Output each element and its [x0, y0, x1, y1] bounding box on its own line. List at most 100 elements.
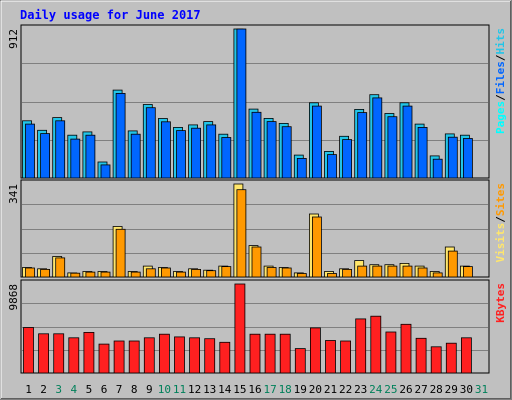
day-label-13: 13	[203, 383, 216, 396]
day-label-30: 30	[460, 383, 473, 396]
bar-kbytes-day-21	[325, 340, 336, 374]
bar-kbytes-day-1	[23, 327, 34, 374]
day-label-2: 2	[40, 383, 47, 396]
bar-sites-day-16	[251, 246, 262, 278]
day-label-8: 8	[131, 383, 138, 396]
bar-sites-day-18	[281, 267, 292, 278]
bar-files-day-6	[100, 164, 111, 179]
bar-kbytes-day-11	[174, 336, 185, 374]
legend-kbytes: KBytes	[494, 283, 507, 323]
bar-files-day-19	[296, 157, 307, 179]
panel-kbytes-max-label: 9868	[7, 284, 20, 311]
bar-sites-day-17	[266, 267, 277, 278]
chart-title: Daily usage for June 2017	[20, 8, 201, 22]
day-label-29: 29	[445, 383, 458, 396]
bar-files-day-2	[40, 133, 50, 179]
bar-files-day-4	[70, 138, 81, 179]
day-label-28: 28	[430, 383, 443, 396]
panel-pages_files_hits-max-label: 912	[7, 29, 20, 49]
day-label-20: 20	[309, 383, 322, 396]
bar-sites-day-10	[160, 267, 171, 278]
bar-files-day-22	[342, 139, 353, 179]
bar-kbytes-day-3	[53, 333, 65, 374]
bar-kbytes-day-9	[143, 337, 155, 374]
panel-pages_files_hits-legend: Pages/Files/Hits	[494, 28, 507, 134]
legend-separator: /	[494, 94, 507, 101]
bar-kbytes-day-24	[370, 315, 382, 374]
day-label-22: 22	[339, 383, 352, 396]
bar-files-day-5	[85, 134, 96, 179]
bar-kbytes-day-6	[98, 343, 110, 374]
bar-files-day-13	[206, 124, 217, 179]
bar-kbytes-day-28	[430, 346, 442, 374]
bar-sites-day-9	[145, 268, 156, 278]
bar-files-day-27	[417, 127, 428, 179]
day-label-24: 24	[369, 383, 383, 396]
bar-kbytes-day-8	[128, 340, 140, 374]
day-label-5: 5	[86, 383, 93, 396]
bar-sites-day-7	[115, 228, 126, 278]
day-label-3: 3	[55, 383, 62, 396]
day-label-7: 7	[116, 383, 123, 396]
day-label-4: 4	[70, 383, 77, 396]
bar-kbytes-day-12	[189, 337, 201, 374]
bar-kbytes-day-13	[204, 338, 216, 374]
bar-kbytes-day-29	[445, 342, 457, 374]
bar-kbytes-day-19	[294, 348, 306, 374]
bar-kbytes-day-22	[340, 340, 352, 374]
bar-kbytes-day-7	[113, 340, 125, 374]
bar-kbytes-day-20	[309, 327, 321, 374]
bar-files-day-28	[432, 158, 443, 179]
day-label-27: 27	[414, 383, 427, 396]
bar-files-day-20	[311, 105, 322, 179]
bar-sites-day-23	[357, 265, 368, 278]
panel-visits_sites-max-label: 341	[7, 184, 20, 204]
bar-sites-day-2	[40, 268, 50, 278]
bar-sites-day-6	[100, 271, 111, 278]
bar-sites-day-15	[236, 189, 247, 278]
bar-files-day-29	[447, 136, 458, 179]
bar-kbytes-day-26	[400, 323, 412, 374]
day-label-10: 10	[158, 383, 171, 396]
bar-files-day-8	[130, 133, 141, 179]
bar-kbytes-day-5	[83, 331, 95, 374]
bar-files-day-15	[236, 28, 247, 179]
bar-sites-day-21	[327, 273, 337, 278]
bar-kbytes-day-16	[249, 333, 261, 374]
bar-kbytes-day-30	[460, 337, 472, 374]
day-label-31: 31	[475, 383, 488, 396]
day-label-14: 14	[218, 383, 232, 396]
bar-sites-day-30	[462, 266, 473, 278]
bar-files-day-26	[402, 105, 413, 179]
bar-sites-day-25	[387, 265, 398, 278]
bar-kbytes-day-2	[38, 333, 49, 374]
day-label-12: 12	[188, 383, 201, 396]
bar-kbytes-day-18	[279, 333, 291, 374]
bar-kbytes-day-15	[234, 283, 246, 374]
bar-sites-day-11	[176, 271, 186, 278]
legend-pages: Pages	[494, 101, 507, 134]
bar-kbytes-day-10	[158, 333, 170, 374]
bar-files-day-1	[25, 123, 35, 179]
day-label-1: 1	[25, 383, 32, 396]
bar-files-day-30	[462, 138, 473, 179]
legend-sites: Sites	[494, 183, 507, 216]
bar-sites-day-12	[191, 268, 202, 278]
day-label-15: 15	[233, 383, 246, 396]
day-label-18: 18	[279, 383, 292, 396]
bar-files-day-16	[251, 111, 262, 179]
bar-files-day-21	[327, 154, 337, 179]
bar-files-day-7	[115, 93, 126, 179]
day-label-17: 17	[263, 383, 276, 396]
day-label-23: 23	[354, 383, 367, 396]
bar-sites-day-8	[130, 271, 141, 278]
bar-sites-day-27	[417, 267, 428, 278]
panel-visits_sites-legend: Visits/Sites	[494, 183, 507, 263]
day-label-26: 26	[399, 383, 412, 396]
bar-files-day-23	[357, 112, 368, 179]
legend-separator: /	[494, 54, 507, 61]
bar-files-day-17	[266, 121, 277, 179]
bar-sites-day-26	[402, 265, 413, 278]
